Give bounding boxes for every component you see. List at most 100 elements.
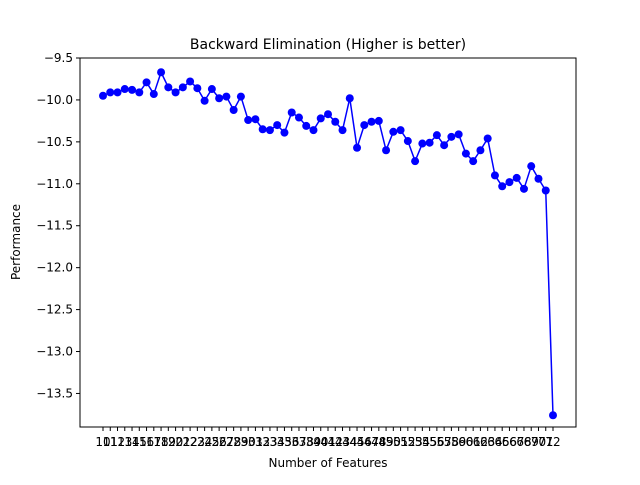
x-tick-label: 67 [509, 435, 524, 449]
data-point [418, 139, 427, 148]
x-tick-label: 69 [524, 435, 539, 449]
y-axis: −9.5 −10.0 −10.5 −11.0 −11.5 −12.0 −12.5 −13.0 −… [36, 51, 80, 400]
data-point [396, 126, 405, 135]
x-tick-label: 14 [124, 435, 139, 449]
data-point [490, 171, 499, 180]
x-tick-label: 10 [95, 435, 110, 449]
x-tick-label: 30 [241, 435, 256, 449]
data-point [353, 143, 362, 152]
data-point [302, 121, 311, 130]
y-tick-label: −12.0 [36, 261, 73, 275]
x-tick-label: 60 [458, 435, 473, 449]
data-point [367, 117, 376, 126]
x-tick-label: 16 [139, 435, 154, 449]
x-tick-label: 59 [451, 435, 466, 449]
y-tick-label: −11.0 [36, 177, 73, 191]
data-point [440, 141, 449, 150]
data-point [316, 114, 325, 123]
data-point [476, 146, 485, 155]
x-tick-label: 13 [117, 435, 132, 449]
x-tick-label: 45 [349, 435, 364, 449]
x-tick-label: 57 [436, 435, 451, 449]
x-tick-label: 62 [473, 435, 488, 449]
x-tick-label: 24 [197, 435, 212, 449]
data-point [360, 121, 369, 130]
data-point [164, 83, 173, 92]
x-tick-label: 61 [466, 435, 481, 449]
data-point [324, 110, 332, 119]
x-tick-label: 15 [132, 435, 147, 449]
plot-frame [79, 57, 577, 428]
data-point [258, 125, 267, 134]
x-tick-label: 27 [219, 435, 234, 449]
data-point [512, 173, 521, 182]
data-point [171, 88, 180, 97]
x-tick-label: 63 [480, 435, 495, 449]
x-tick-label: 35 [277, 435, 292, 449]
x-tick-label: 58 [444, 435, 459, 449]
data-point [99, 91, 107, 100]
data-point [505, 178, 514, 187]
x-tick-label: 52 [400, 435, 415, 449]
x-tick-label: 65 [495, 435, 510, 449]
x-tick-label: 40 [313, 435, 328, 449]
x-tick-label: 56 [429, 435, 444, 449]
data-point [251, 115, 260, 124]
y-axis-label: Performance [9, 204, 23, 280]
data-point [265, 126, 274, 135]
x-tick-label: 21 [175, 435, 190, 449]
data-point [193, 84, 202, 93]
data-point [541, 186, 550, 195]
x-tick-label: 33 [262, 435, 277, 449]
x-tick-label: 28 [226, 435, 241, 449]
data-point [374, 116, 383, 125]
x-tick-label: 54 [415, 435, 430, 449]
y-tick-label: −12.5 [36, 303, 73, 317]
data-point [135, 88, 144, 97]
data-point [229, 105, 238, 114]
data-point [411, 157, 420, 166]
x-tick-label: 32 [255, 435, 270, 449]
x-tick-label: 44 [342, 435, 357, 449]
x-tick-label: 55 [422, 435, 437, 449]
x-tick-label: 11 [103, 435, 118, 449]
x-tick-label: 36 [284, 435, 299, 449]
x-tick-label: 22 [182, 435, 197, 449]
x-tick-label: 29 [233, 435, 248, 449]
x-tick-label: 19 [161, 435, 176, 449]
data-point [106, 88, 115, 97]
series-layer [99, 68, 557, 420]
data-point [461, 149, 470, 158]
data-point [236, 92, 245, 101]
data-point [207, 85, 216, 94]
x-tick-label: 18 [153, 435, 168, 449]
x-tick-label: 20 [168, 435, 183, 449]
data-point [186, 77, 195, 86]
x-tick-label: 39 [306, 435, 321, 449]
data-point [287, 108, 296, 117]
x-tick-label: 50 [386, 435, 401, 449]
data-point [309, 126, 318, 135]
data-point [483, 134, 492, 143]
chart-title: Backward Elimination (Higher is better) [190, 37, 466, 53]
data-point [425, 138, 434, 147]
y-tick-label: −13.5 [36, 386, 73, 400]
x-tick-label: 12 [110, 435, 125, 449]
data-point [403, 137, 412, 146]
data-point [345, 94, 354, 103]
data-point [382, 146, 391, 155]
data-point [222, 92, 231, 101]
data-point [142, 78, 151, 87]
x-tick-label: 46 [357, 435, 372, 449]
x-tick-label: 34 [270, 435, 285, 449]
data-point [280, 128, 289, 137]
data-point [273, 121, 282, 130]
x-tick-label: 47 [364, 435, 379, 449]
x-tick-label: 72 [545, 435, 560, 449]
data-point [178, 83, 187, 92]
data-point [432, 131, 441, 140]
x-tick-label: 31 [248, 435, 263, 449]
data-point [469, 157, 478, 166]
y-tick-label: −13.0 [36, 345, 73, 359]
